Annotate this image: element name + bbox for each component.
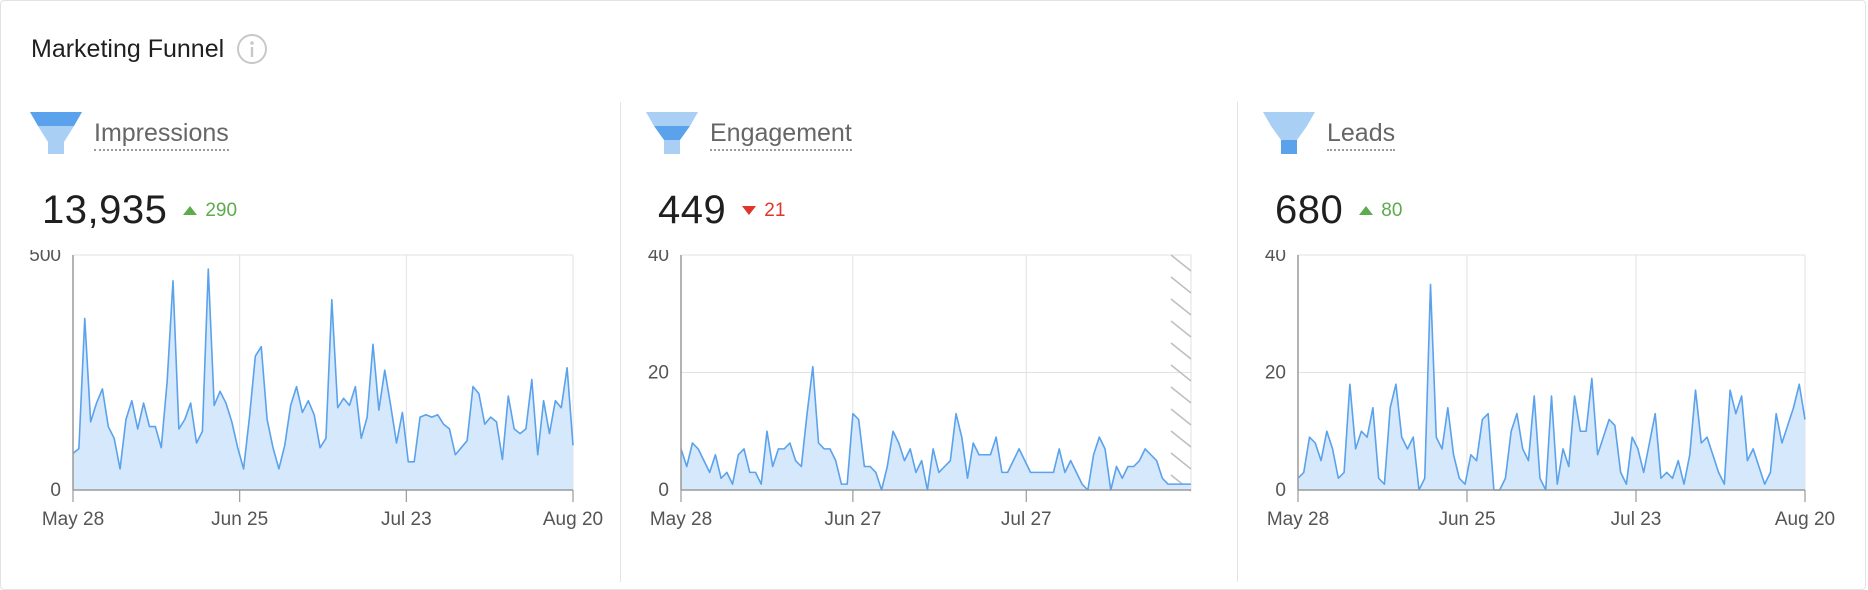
- impressions-panel: Impressions 13,935 290 0 500 May 28 Jun 25 J…: [30, 102, 648, 582]
- x-tick-label: Jun 25: [1438, 509, 1495, 530]
- series-area: [73, 269, 573, 490]
- funnel-middle-icon: [646, 112, 698, 154]
- metric-value-row: 680 80: [1275, 188, 1402, 233]
- y-tick-label: 0: [658, 480, 669, 501]
- x-tick-label: May 28: [650, 509, 712, 530]
- series-area: [1298, 284, 1805, 490]
- x-tick-label: Jul 23: [381, 509, 432, 530]
- delta-value: 21: [764, 199, 786, 221]
- panel-divider: [1237, 102, 1238, 582]
- x-tick-label: Aug 20: [1775, 509, 1835, 530]
- funnel-top-icon: [30, 112, 82, 154]
- card-header: Marketing Funnel: [31, 31, 268, 67]
- engagement-panel: Engagement 449 21 0 20 40 May 28 Jun 27 Jul 2…: [646, 102, 1264, 582]
- arrow-up-icon: [183, 206, 198, 215]
- delta-badge: 80: [1359, 200, 1402, 222]
- leads-chart: 0 20 40 May 28 Jun 25 Jul 23 Aug 20: [1265, 250, 1835, 530]
- arrow-down-icon: [742, 206, 757, 215]
- grid-lines: [680, 254, 1191, 491]
- series-line: [72, 268, 574, 470]
- y-tick-label: 40: [1265, 250, 1286, 266]
- arrow-up-icon: [1359, 206, 1374, 215]
- series-area: [681, 366, 1191, 490]
- y-tick-label: 20: [648, 363, 669, 384]
- metric-value: 449: [658, 188, 727, 232]
- x-tick-label: Jul 27: [1001, 509, 1052, 530]
- x-tick-label: Jul 23: [1611, 509, 1662, 530]
- engagement-chart: 0 20 40 May 28 Jun 27 Jul 27: [648, 250, 1192, 530]
- metric-name-impressions[interactable]: Impressions: [94, 118, 229, 151]
- y-tick-label: 20: [1265, 363, 1286, 384]
- delta-value: 80: [1381, 199, 1403, 221]
- x-tick-label: Aug 20: [543, 509, 603, 530]
- card-title: Marketing Funnel: [31, 34, 225, 63]
- x-tick-label: Jun 27: [824, 509, 881, 530]
- y-tick-label: 40: [648, 250, 669, 266]
- x-tick-label: May 28: [1267, 509, 1329, 530]
- metric-value: 680: [1275, 188, 1344, 232]
- info-circle-icon[interactable]: [236, 33, 268, 65]
- y-tick-label: 500: [30, 250, 61, 266]
- metric-value: 13,935: [42, 188, 168, 232]
- funnel-bottom-icon: [1263, 112, 1315, 154]
- y-tick-label: 0: [50, 480, 61, 501]
- metric-value-row: 13,935 290: [42, 188, 237, 233]
- series-line: [680, 365, 1191, 491]
- delta-badge: 21: [742, 200, 785, 222]
- metric-name-engagement[interactable]: Engagement: [710, 118, 852, 151]
- delta-badge: 290: [183, 200, 237, 222]
- metric-value-row: 449 21: [658, 188, 785, 233]
- series-line: [1297, 283, 1806, 491]
- metric-name-leads[interactable]: Leads: [1327, 118, 1396, 151]
- delta-value: 290: [205, 199, 238, 221]
- panel-divider: [620, 102, 621, 582]
- x-tick-label: Jun 25: [211, 509, 268, 530]
- incomplete-period-hatch: [1170, 254, 1192, 492]
- impressions-chart: 0 500 May 28 Jun 25 Jul 23 Aug 20: [30, 250, 603, 530]
- y-tick-label: 0: [1275, 480, 1286, 501]
- leads-panel: Leads 680 80 0 20 40 May 28 Jun 25 Jul 23 Aug …: [1263, 102, 1868, 582]
- x-tick-label: May 28: [42, 509, 104, 530]
